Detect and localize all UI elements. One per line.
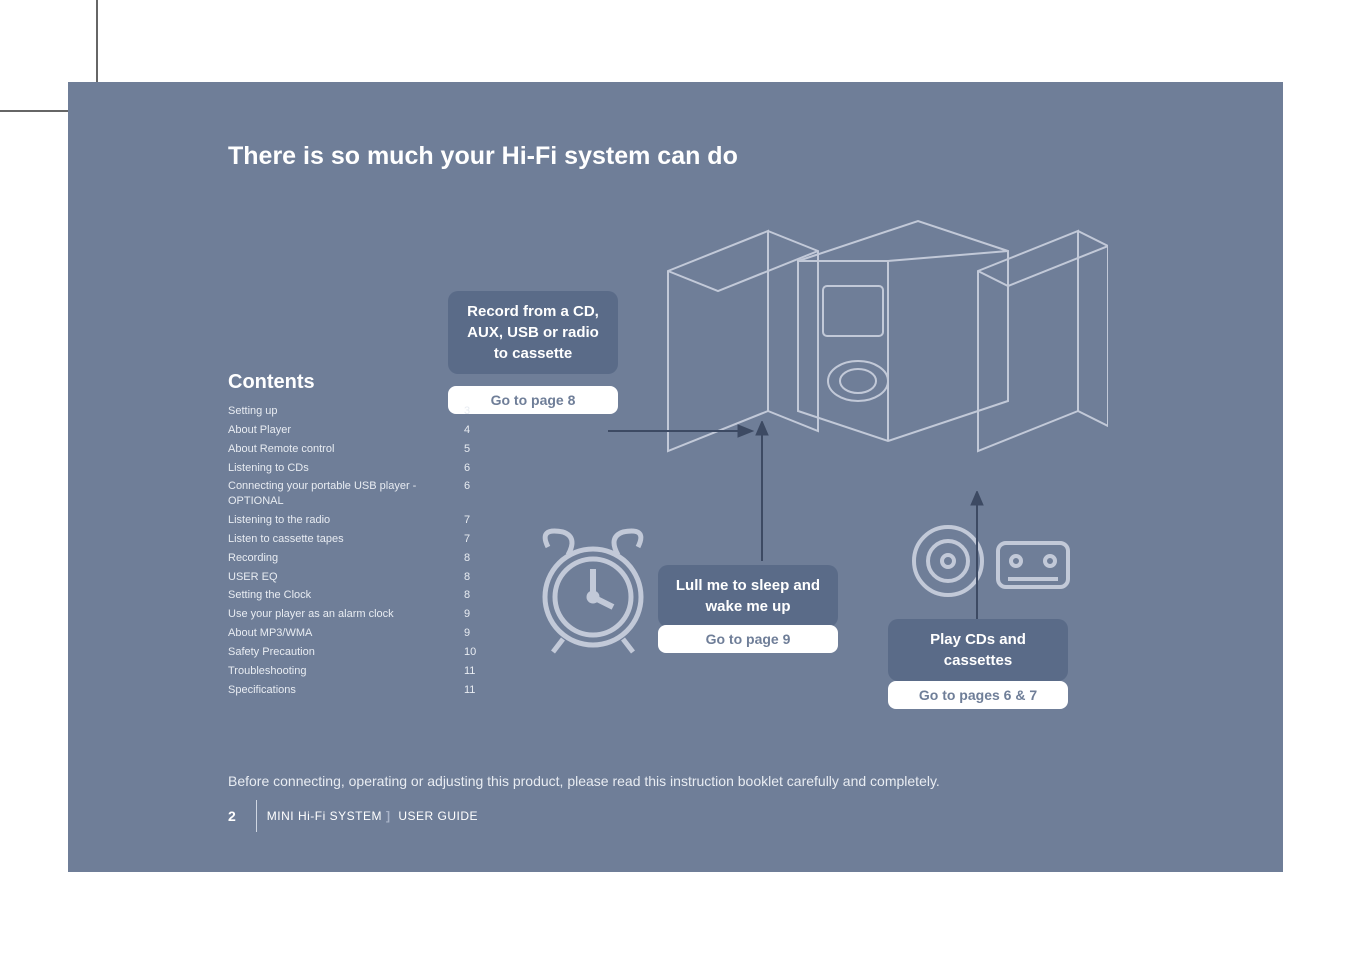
arrow-sleep (747, 421, 777, 561)
toc-label: About MP3/WMA (228, 626, 464, 641)
toc-page: 11 (464, 683, 488, 698)
toc-label: Specifications (228, 683, 464, 698)
toc-page: 9 (464, 626, 488, 641)
toc-row: Listening to the radio7 (228, 513, 488, 528)
footer-text-a: MINI Hi-Fi SYSTEM (267, 809, 382, 823)
toc-label: USER EQ (228, 570, 464, 585)
toc-label: Troubleshooting (228, 664, 464, 679)
cd-cassette-illustration (908, 521, 1078, 611)
toc-label: Listening to the radio (228, 513, 464, 528)
toc-row: Setting the Clock8 (228, 588, 488, 603)
toc-row: Setting up3 (228, 404, 488, 419)
toc-page: 8 (464, 588, 488, 603)
toc-page: 6 (464, 479, 488, 509)
contents-block: Contents Setting up3About Player4About R… (228, 371, 488, 702)
toc-row: Listening to CDs6 (228, 461, 488, 476)
toc-page: 4 (464, 423, 488, 438)
toc-page: 10 (464, 645, 488, 660)
toc-label: Connecting your portable USB player - OP… (228, 479, 464, 509)
crop-mark-horizontal (0, 110, 68, 112)
toc-list: Setting up3About Player4About Remote con… (228, 404, 488, 698)
toc-label: Safety Precaution (228, 645, 464, 660)
footer-separator (256, 800, 257, 832)
toc-row: Recording8 (228, 551, 488, 566)
footer-note: Before connecting, operating or adjustin… (228, 772, 1243, 792)
toc-label: Setting up (228, 404, 464, 419)
toc-row: About Player4 (228, 423, 488, 438)
toc-label: Setting the Clock (228, 588, 464, 603)
arrow-record (608, 411, 758, 451)
toc-page: 9 (464, 607, 488, 622)
footer-text-b: USER GUIDE (398, 809, 478, 823)
callout-sleep-button[interactable]: Go to page 9 (658, 625, 838, 653)
page-number: 2 (228, 808, 246, 824)
toc-row: Specifications11 (228, 683, 488, 698)
alarm-clock-illustration (528, 517, 658, 657)
toc-page: 7 (464, 532, 488, 547)
toc-row: Troubleshooting11 (228, 664, 488, 679)
toc-page: 8 (464, 570, 488, 585)
toc-page: 7 (464, 513, 488, 528)
callout-sleep: Lull me to sleep and wake me up (658, 565, 838, 627)
toc-row: Use your player as an alarm clock9 (228, 607, 488, 622)
toc-label: Use your player as an alarm clock (228, 607, 464, 622)
toc-label: About Player (228, 423, 464, 438)
toc-page: 5 (464, 442, 488, 457)
toc-label: About Remote control (228, 442, 464, 457)
callout-record: Record from a CD, AUX, USB or radio to c… (448, 291, 618, 374)
toc-row: Connecting your portable USB player - OP… (228, 479, 488, 509)
toc-page: 8 (464, 551, 488, 566)
toc-label: Recording (228, 551, 464, 566)
arrow-play (962, 491, 992, 621)
toc-row: Safety Precaution10 (228, 645, 488, 660)
toc-page: 3 (464, 404, 488, 419)
toc-page: 11 (464, 664, 488, 679)
content-area: Record from a CD, AUX, USB or radio to c… (228, 211, 1253, 771)
toc-row: About MP3/WMA9 (228, 626, 488, 641)
toc-row: USER EQ8 (228, 570, 488, 585)
contents-heading: Contents (228, 371, 488, 394)
callout-play-button[interactable]: Go to pages 6 & 7 (888, 681, 1068, 709)
toc-row: Listen to cassette tapes7 (228, 532, 488, 547)
footer-text: MINI Hi-Fi SYSTEM] USER GUIDE (267, 809, 478, 823)
crop-mark-vertical (96, 0, 98, 82)
page-footer: 2 MINI Hi-Fi SYSTEM] USER GUIDE (228, 800, 478, 832)
page-title: There is so much your Hi-Fi system can d… (228, 142, 1253, 171)
toc-label: Listen to cassette tapes (228, 532, 464, 547)
callout-play: Play CDs and cassettes (888, 619, 1068, 681)
manual-page: There is so much your Hi-Fi system can d… (68, 82, 1283, 872)
toc-label: Listening to CDs (228, 461, 464, 476)
toc-row: About Remote control5 (228, 442, 488, 457)
toc-page: 6 (464, 461, 488, 476)
